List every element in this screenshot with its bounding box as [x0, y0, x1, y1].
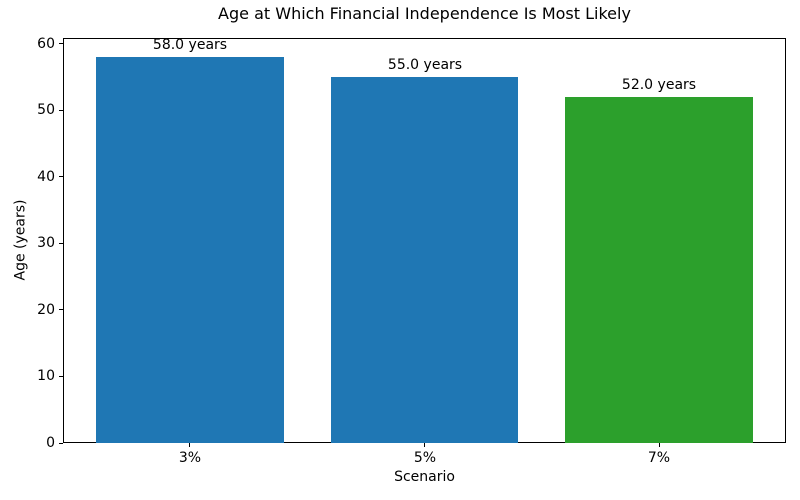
y-tick-mark — [59, 443, 63, 444]
y-tick-label: 40 — [37, 169, 55, 185]
x-tick-mark — [189, 443, 190, 447]
y-tick-mark — [59, 176, 63, 177]
x-axis-label: Scenario — [394, 469, 455, 485]
y-tick-label: 60 — [37, 36, 55, 52]
x-tick-label: 7% — [647, 450, 671, 466]
chart-title: Age at Which Financial Independence Is M… — [218, 4, 631, 23]
x-tick-mark — [659, 443, 660, 447]
y-tick-mark — [59, 243, 63, 244]
y-tick-label: 30 — [37, 235, 55, 251]
bar-value-label: 58.0 years — [152, 37, 228, 53]
x-tick-label: 3% — [178, 450, 202, 466]
bar-value-label: 52.0 years — [621, 77, 697, 93]
y-tick-label: 0 — [46, 435, 55, 451]
bar-value-label: 55.0 years — [387, 57, 463, 73]
bar — [330, 77, 519, 443]
y-tick-mark — [59, 110, 63, 111]
y-tick-mark — [59, 376, 63, 377]
bar — [95, 57, 284, 443]
x-tick-mark — [424, 443, 425, 447]
bar — [565, 97, 754, 443]
y-tick-mark — [59, 309, 63, 310]
y-tick-label: 50 — [37, 102, 55, 118]
x-tick-label: 5% — [413, 450, 437, 466]
y-tick-label: 20 — [37, 302, 55, 318]
y-tick-label: 10 — [37, 368, 55, 384]
y-tick-mark — [59, 43, 63, 44]
